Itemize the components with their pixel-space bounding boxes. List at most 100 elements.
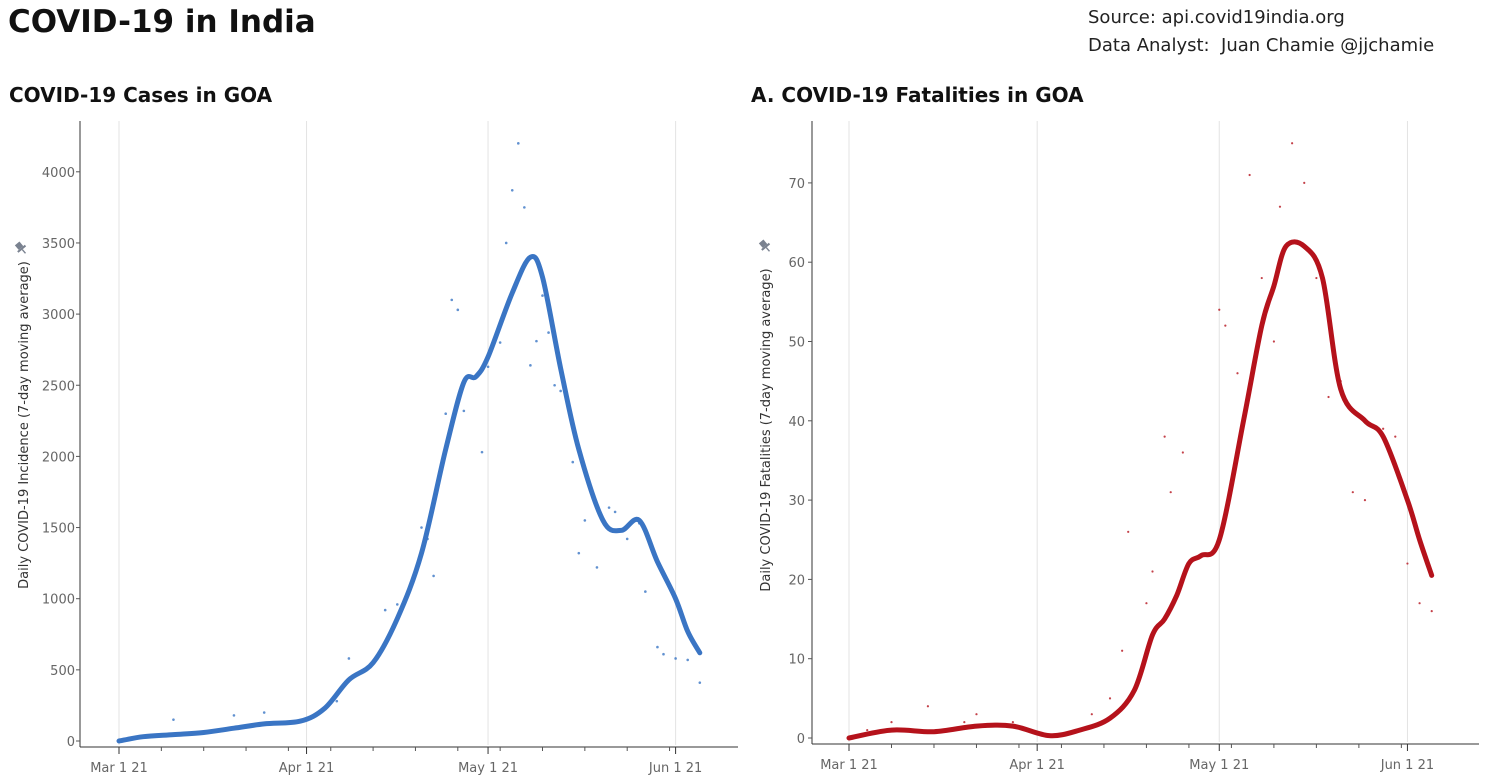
fatalities-daily-point bbox=[1169, 491, 1172, 494]
cases-daily-point bbox=[662, 652, 665, 656]
fatalities-daily-point bbox=[1363, 499, 1367, 502]
chart-title-cases: COVID-19 Cases in GOA bbox=[9, 83, 273, 107]
fatalities-y-tick-label: 40 bbox=[788, 415, 805, 430]
cases-daily-point bbox=[480, 450, 484, 454]
fatalities-daily-point bbox=[1272, 340, 1275, 343]
cases-daily-point bbox=[172, 718, 175, 721]
cases-y-tick-label: 3500 bbox=[42, 237, 75, 252]
fatalities-daily-point bbox=[1315, 276, 1318, 280]
cases-daily-point bbox=[232, 714, 236, 717]
fatalities-daily-point bbox=[1218, 308, 1221, 311]
cases-x-tick-label: May 1 21 bbox=[458, 761, 518, 776]
fatalities-daily-point bbox=[1303, 181, 1306, 184]
cases-daily-point bbox=[517, 142, 520, 145]
cases-y-tick-label: 500 bbox=[50, 664, 75, 679]
fatalities-x-tick-label: Apr 1 21 bbox=[1009, 758, 1065, 773]
cases-moving-average-line bbox=[116, 254, 703, 744]
cases-y-tick-label: 3000 bbox=[42, 308, 75, 323]
cases-y-tick-label: 2000 bbox=[42, 450, 75, 465]
analyst-text: Data Analyst: Juan Chamie @jjchamie bbox=[1088, 35, 1435, 56]
cases-daily-point bbox=[625, 537, 629, 541]
fatalities-daily-point bbox=[1187, 562, 1191, 565]
cases-daily-point bbox=[523, 206, 526, 209]
cases-daily-point bbox=[529, 364, 532, 367]
cases-daily-point bbox=[462, 409, 466, 413]
cases-daily-point bbox=[444, 412, 448, 416]
cases-y-tick-label: 1000 bbox=[42, 593, 75, 608]
fatalities-daily-point bbox=[1145, 602, 1148, 605]
cases-y-tick-label: 2500 bbox=[42, 379, 75, 394]
cases-daily-point bbox=[371, 660, 375, 663]
cases-daily-point bbox=[450, 298, 454, 302]
cases-y-tick-label: 4000 bbox=[42, 166, 75, 181]
cases-chart: Mar 1 21 Apr 1 21 May 1 21 Jun 1 21 0 500 1000… bbox=[14, 121, 738, 776]
cases-daily-point bbox=[535, 339, 538, 343]
source-text: Source: api.covid19india.org bbox=[1088, 7, 1345, 28]
cases-daily-point bbox=[456, 308, 460, 312]
cases-daily-point bbox=[510, 188, 514, 192]
fatalities-daily-point bbox=[1127, 530, 1130, 533]
fatalities-daily-point bbox=[1011, 721, 1014, 724]
cases-daily-point bbox=[644, 590, 647, 593]
fatalities-daily-point bbox=[890, 721, 893, 724]
cases-daily-point bbox=[396, 603, 399, 606]
cases-daily-point bbox=[686, 658, 689, 662]
cases-daily-point bbox=[420, 526, 423, 529]
fatalities-y-tick-label: 70 bbox=[788, 177, 805, 192]
page-title: COVID-19 in India bbox=[8, 4, 316, 40]
fatalities-daily-point bbox=[1418, 602, 1421, 605]
fatalities-x-tick-label: Mar 1 21 bbox=[820, 758, 878, 773]
cases-daily-point bbox=[698, 681, 702, 684]
fatalities-daily-point bbox=[1291, 142, 1294, 145]
cases-daily-point bbox=[432, 574, 435, 578]
fatalities-x-tick-label: Jun 1 21 bbox=[1380, 758, 1434, 773]
fatalities-y-tick-label: 30 bbox=[788, 494, 805, 509]
cases-daily-point bbox=[541, 294, 544, 297]
cases-daily-point bbox=[383, 608, 387, 612]
fatalities-daily-point bbox=[1394, 435, 1397, 438]
cases-daily-point bbox=[335, 699, 339, 703]
cases-y-tick-label: 0 bbox=[67, 735, 75, 750]
fatalities-daily-point bbox=[926, 705, 930, 708]
fatalities-daily-point bbox=[1224, 324, 1227, 327]
fatalities-x-tick-label: May 1 21 bbox=[1189, 758, 1249, 773]
fatalities-daily-point bbox=[963, 721, 966, 724]
fatalities-daily-point bbox=[1339, 380, 1342, 383]
chart-title-fatalities: A. COVID-19 Fatalities in GOA bbox=[751, 83, 1084, 107]
fatalities-daily-point bbox=[1181, 451, 1184, 454]
cases-daily-point bbox=[674, 657, 677, 660]
cases-daily-point bbox=[559, 389, 562, 393]
fatalities-moving-average-line bbox=[846, 239, 1435, 741]
cases-x-tick-label: Mar 1 21 bbox=[90, 761, 148, 776]
fatalities-daily-point bbox=[1260, 276, 1263, 280]
fatalities-daily-point bbox=[1406, 562, 1409, 565]
cases-daily-point bbox=[426, 537, 429, 541]
fatalities-daily-point bbox=[1163, 435, 1166, 438]
fatalities-y-tick-label: 20 bbox=[788, 573, 805, 588]
fatalities-daily-point bbox=[1382, 427, 1385, 430]
cases-y-axis-title: Daily COVID-19 Incidence (7-day moving a… bbox=[17, 261, 32, 589]
cases-daily-point bbox=[577, 551, 581, 555]
cases-daily-point bbox=[638, 521, 641, 525]
fatalities-daily-point bbox=[866, 728, 869, 732]
fatalities-daily-point bbox=[975, 713, 978, 716]
cases-daily-point bbox=[583, 519, 587, 522]
cases-daily-point bbox=[486, 365, 490, 369]
fatalities-daily-point bbox=[1236, 372, 1239, 375]
fatalities-y-tick-label: 50 bbox=[788, 336, 805, 351]
cases-daily-point bbox=[613, 510, 617, 514]
cases-daily-point bbox=[547, 331, 550, 334]
fatalities-daily-point bbox=[1327, 395, 1330, 399]
fatalities-y-tick-label: 10 bbox=[788, 653, 805, 668]
cases-daily-point bbox=[262, 711, 266, 714]
fatalities-daily-point bbox=[1351, 491, 1354, 494]
fatalities-daily-point bbox=[1090, 713, 1093, 716]
cases-daily-point bbox=[607, 506, 611, 509]
cases-daily-point bbox=[347, 657, 351, 660]
fatalities-daily-point bbox=[1248, 173, 1251, 177]
cases-y-tick-label: 1500 bbox=[42, 522, 75, 537]
cases-daily-point bbox=[571, 460, 575, 464]
fatalities-y-axis-title: Daily COVID-19 Fatalities (7-day moving … bbox=[759, 268, 774, 591]
fatalities-daily-point bbox=[1278, 205, 1282, 208]
